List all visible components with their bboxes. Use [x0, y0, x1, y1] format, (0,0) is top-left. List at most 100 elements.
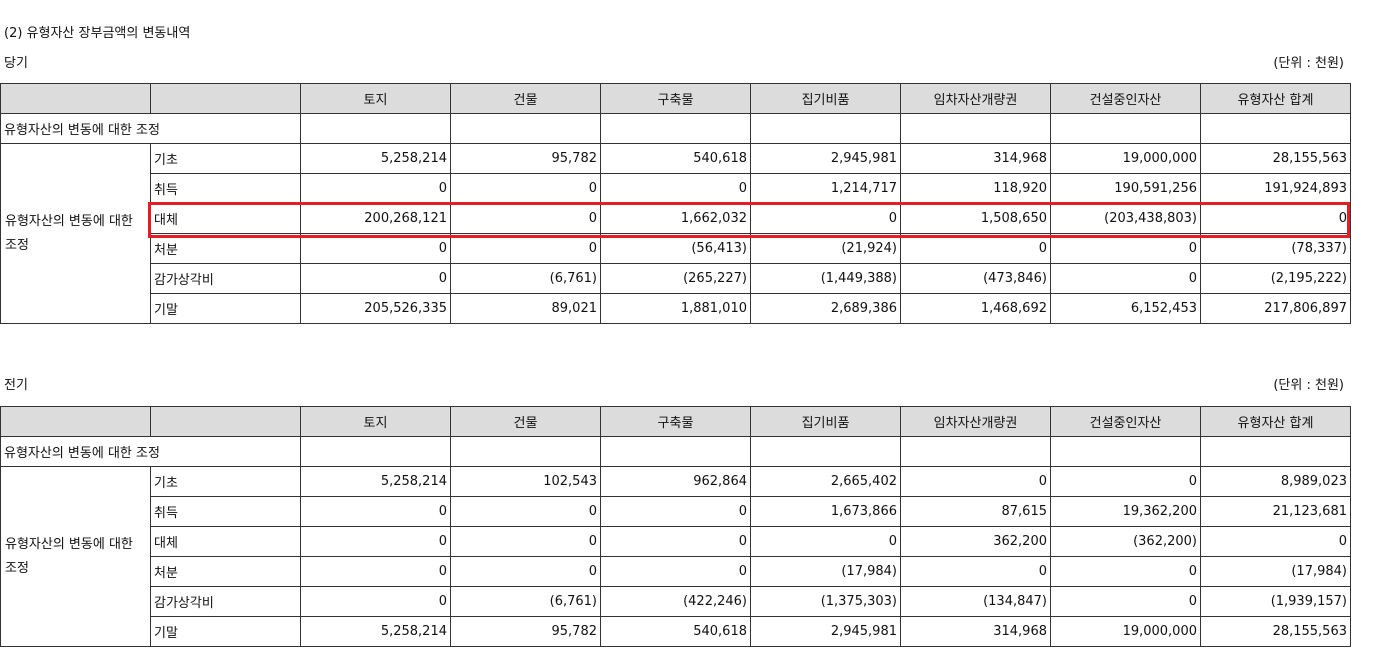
empty-cell	[750, 436, 901, 467]
value-cell: 0	[300, 263, 451, 294]
value-cell: 0	[450, 203, 601, 234]
value-cell: 190,591,256	[1050, 173, 1201, 204]
value-cell: (17,984)	[1200, 556, 1351, 587]
value-cell: 0	[600, 526, 751, 557]
value-cell: 200,268,121	[300, 203, 451, 234]
group-label: 유형자산의 변동에 대한 조정	[0, 143, 151, 324]
value-cell: (1,375,303)	[750, 586, 901, 617]
empty-cell	[300, 113, 451, 144]
row-label: 기말	[150, 293, 301, 324]
value-cell: 0	[1050, 233, 1201, 264]
value-cell: 962,864	[600, 466, 751, 497]
empty-cell	[750, 113, 901, 144]
current-period-title: 당기	[4, 56, 28, 71]
empty-cell	[300, 436, 451, 467]
value-cell: 2,945,981	[750, 616, 901, 647]
value-cell: 8,989,023	[1200, 466, 1351, 497]
value-cell: 2,689,386	[750, 293, 901, 324]
value-cell: 0	[900, 233, 1051, 264]
row-label: 감가상각비	[150, 263, 301, 294]
column-header	[0, 406, 151, 437]
empty-cell	[450, 436, 601, 467]
row-label: 대체	[150, 526, 301, 557]
value-cell: 87,615	[900, 496, 1051, 527]
value-cell: 0	[450, 496, 601, 527]
value-cell: 2,945,981	[750, 143, 901, 174]
column-header: 건물	[450, 83, 601, 114]
value-cell: (21,924)	[750, 233, 901, 264]
value-cell: 0	[300, 586, 451, 617]
row-label: 기초	[150, 466, 301, 497]
table-row: 유형자산의 변동에 대한 조정 기초 5,258,214 95,782 540,618 2…	[0, 143, 1351, 324]
value-cell: 0	[300, 233, 451, 264]
row-label: 감가상각비	[150, 586, 301, 617]
value-cell: 205,526,335	[300, 293, 451, 324]
value-cell: (1,449,388)	[750, 263, 901, 294]
group-label: 유형자산의 변동에 대한 조정	[0, 466, 151, 647]
value-cell: 102,543	[450, 466, 601, 497]
column-header: 건물	[450, 406, 601, 437]
value-cell: (78,337)	[1200, 233, 1351, 264]
value-cell: 5,258,214	[300, 616, 451, 647]
value-cell: 5,258,214	[300, 466, 451, 497]
empty-cell	[600, 436, 751, 467]
value-cell: (203,438,803)	[1050, 203, 1201, 234]
table-row: 처분 0 0 (56,413) (21,924) 0 0 (78,337)	[1, 233, 1351, 264]
value-cell: (362,200)	[1050, 526, 1201, 557]
value-cell: 314,968	[900, 143, 1051, 174]
table-row: 유형자산의 변동에 대한 조정 기초 5,258,214 102,543 962,864…	[0, 466, 1351, 647]
value-cell: 0	[1050, 586, 1201, 617]
value-cell: 5,258,214	[300, 143, 451, 174]
empty-cell	[900, 436, 1051, 467]
column-header: 구축물	[600, 83, 751, 114]
value-cell: 89,021	[450, 293, 601, 324]
value-cell: 1,881,010	[600, 293, 751, 324]
value-cell: 217,806,897	[1200, 293, 1351, 324]
column-header: 건설중인자산	[1050, 83, 1201, 114]
column-header: 건설중인자산	[1050, 406, 1201, 437]
section-row: 유형자산의 변동에 대한 조정	[0, 113, 1351, 144]
table-row: 기말 205,526,335 89,021 1,881,010 2,689,386 1,4…	[1, 293, 1351, 324]
value-cell: (265,227)	[600, 263, 751, 294]
empty-cell	[1200, 436, 1351, 467]
section-row: 유형자산의 변동에 대한 조정	[0, 436, 1351, 467]
value-cell: (6,761)	[450, 586, 601, 617]
empty-cell	[1050, 113, 1201, 144]
row-label: 취득	[150, 173, 301, 204]
value-cell: 0	[450, 556, 601, 587]
value-cell: 540,618	[600, 616, 751, 647]
value-cell: 0	[450, 173, 601, 204]
row-label: 취득	[150, 496, 301, 527]
value-cell: 1,673,866	[750, 496, 901, 527]
value-cell: 118,920	[900, 173, 1051, 204]
row-label: 처분	[150, 233, 301, 264]
current-unit-label: (단위 : 천원)	[1273, 56, 1344, 71]
value-cell: 1,508,650	[900, 203, 1051, 234]
column-header	[150, 83, 301, 114]
value-cell: 6,152,453	[1050, 293, 1201, 324]
table-row: 감가상각비 0 (6,761) (422,246) (1,375,303) (134,84…	[1, 586, 1351, 617]
value-cell: (6,761)	[450, 263, 601, 294]
table-row: 취득 0 0 0 1,673,866 87,615 19,362,200 21,123,681	[1, 496, 1351, 527]
value-cell: 1,214,717	[750, 173, 901, 204]
row-label: 기말	[150, 616, 301, 647]
column-header: 유형자산 합계	[1200, 406, 1351, 437]
value-cell: 0	[600, 496, 751, 527]
value-cell: 0	[600, 173, 751, 204]
table-row: 처분 0 0 0 (17,984) 0 0 (17,984)	[1, 556, 1351, 587]
value-cell: 0	[1050, 556, 1201, 587]
column-header: 임차자산개량권	[900, 83, 1051, 114]
value-cell: 0	[300, 173, 451, 204]
value-cell: 95,782	[450, 616, 601, 647]
value-cell: 0	[300, 496, 451, 527]
value-cell: 362,200	[900, 526, 1051, 557]
value-cell: (422,246)	[600, 586, 751, 617]
row-label: 기초	[150, 143, 301, 174]
prior-period-table: 토지 건물 구축물 집기비품 임차자산개량권 건설중인자산 유형자산 합계 유형자산의 변동에…	[0, 406, 1351, 647]
value-cell: 0	[1200, 526, 1351, 557]
empty-cell	[1050, 436, 1201, 467]
prior-period-title: 전기	[4, 378, 28, 393]
empty-cell	[450, 113, 601, 144]
column-header: 토지	[300, 83, 451, 114]
value-cell: 19,362,200	[1050, 496, 1201, 527]
